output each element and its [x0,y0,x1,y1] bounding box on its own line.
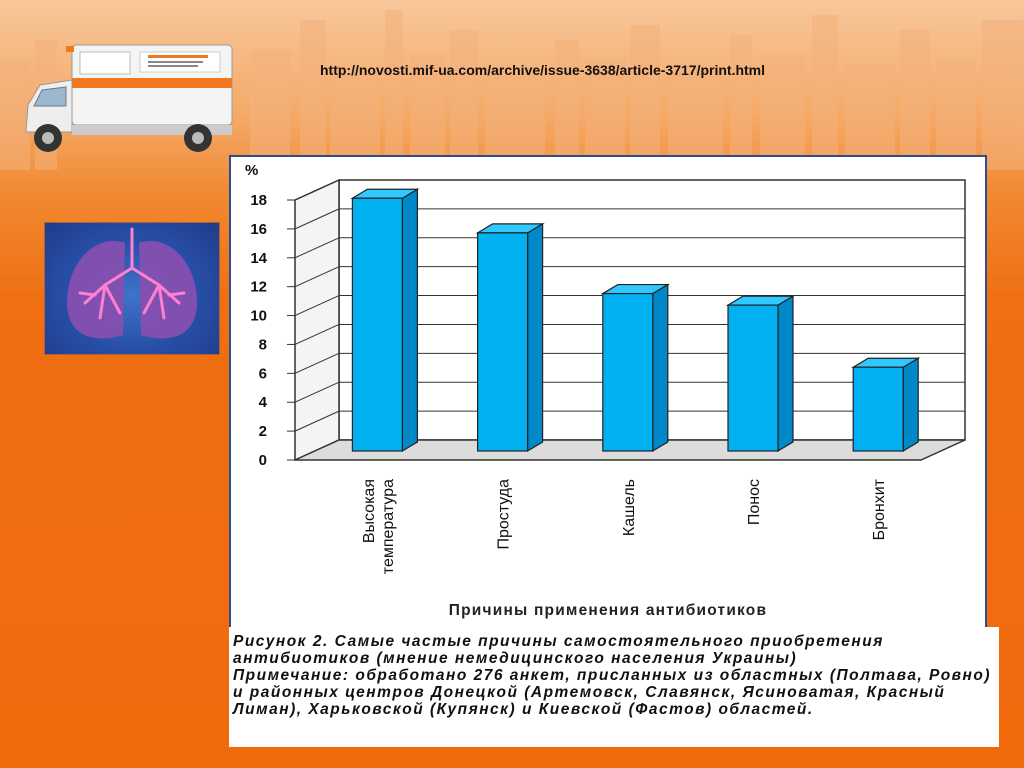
gridline-side [294,208,340,230]
bar-side [527,222,544,453]
chart-title: Причины применения антибиотиков [449,602,767,619]
gridline-side [294,323,340,345]
bar [350,188,420,453]
lungs-icon [67,227,197,339]
x-axis-labels: Высокая температура Простуда Кашель Понос Бро… [361,478,888,574]
x-tick-label: Высокая [361,479,378,543]
figure-caption-panel: Рисунок 2. Самые частые причины самостоя… [229,627,999,747]
bar [725,295,796,453]
y-tick-label: 18 [250,192,267,209]
chart-left-wall [294,178,340,462]
x-tick-label: температура [380,479,397,574]
bar-chart: 0 2 4 6 8 10 12 14 16 18 Высокая температура Просту… [245,162,966,619]
ambulance-illustration [25,44,233,152]
y-tick-label: 6 [259,365,267,382]
bar-front [477,232,529,452]
y-tick-label: 2 [259,423,267,440]
chart-bars [350,188,921,453]
figure-caption: Рисунок 2. Самые частые причины самостоя… [233,633,992,718]
lungs-illustration [44,222,220,355]
gridline-side [294,266,340,288]
y-tick-label: 4 [259,394,268,411]
bar [475,222,545,453]
x-tick-label: Простуда [496,479,513,550]
gridline-side [294,179,340,201]
y-tick-label: 0 [259,452,267,469]
x-tick-label: Бронхит [871,478,888,540]
bar-side [902,357,919,453]
y-tick-label: 14 [250,250,267,267]
bar-front [351,197,404,452]
y-axis-label: % [245,162,258,179]
gridline-side [294,237,340,259]
bar-side [652,283,669,453]
source-url: http://novosti.mif-ua.com/archive/issue-… [320,62,766,78]
bar-side [401,188,418,453]
y-tick-label: 10 [250,308,267,325]
gridline-side [294,381,340,403]
bar-side [777,295,794,453]
bar [600,283,670,453]
y-tick-label: 16 [250,221,267,238]
gridline-side [294,410,340,432]
bar-front [852,366,904,452]
x-tick-label: Понос [746,479,763,525]
y-axis-ticks: 0 2 4 6 8 10 12 14 16 18 [250,192,295,469]
bar [851,357,921,453]
chart-panel: 0 2 4 6 8 10 12 14 16 18 Высокая температура Просту… [229,155,987,629]
gridline-side [294,352,340,374]
city-skyline-background [0,10,1024,170]
bar-front [727,304,779,452]
y-tick-label: 12 [250,279,267,296]
gridline-side [294,295,340,317]
x-tick-label: Кашель [621,479,638,536]
bar-front [602,292,654,452]
y-tick-label: 8 [259,336,267,353]
